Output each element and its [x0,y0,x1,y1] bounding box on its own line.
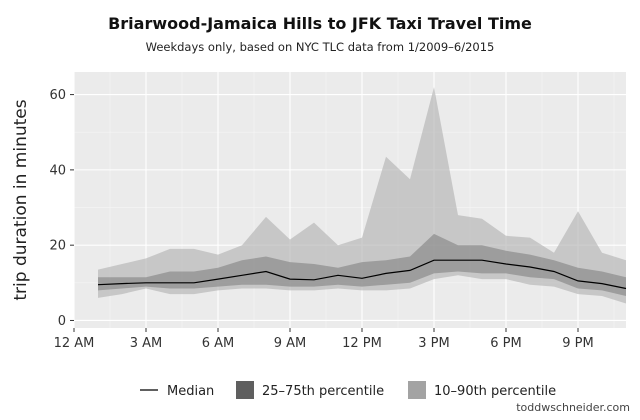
chart-title: Briarwood-Jamaica Hills to JFK Taxi Trav… [108,14,532,33]
chart-subtitle: Weekdays only, based on NYC TLC data fro… [145,40,495,54]
legend-10-90-key [408,381,426,399]
credit-text: toddwschneider.com [516,401,630,414]
y-tick-label: 40 [49,163,66,178]
x-tick-label: 12 AM [54,336,95,351]
y-axis-label: trip duration in minutes [11,99,31,300]
legend-10-90-label: 10–90th percentile [434,384,556,399]
x-tick-label: 6 AM [202,336,235,351]
x-tick-label: 6 PM [490,336,521,351]
legend-25-75-label: 25–75th percentile [262,384,384,399]
median-line [97,259,627,290]
x-tick-label: 3 AM [130,336,163,351]
y-tick-label: 60 [49,88,66,103]
legend-25-75-key [236,381,254,399]
bands [97,87,627,304]
axes: 12 AM 3 AM 6 AM 9 AM 12 PM 3 PM 6 PM 9 PM 0 20 40 6… [49,88,593,351]
x-tick-label: 9 AM [274,336,307,351]
y-tick-label: 20 [49,239,66,254]
x-tick-label: 12 PM [342,336,382,351]
band-25-75 [98,233,626,296]
legend-median-label: Median [167,384,214,399]
y-tick-label: 0 [58,314,66,329]
x-tick-label: 9 PM [562,336,593,351]
x-tick-label: 3 PM [418,336,449,351]
legend: Median 25–75th percentile 10–90th percenti… [140,381,556,399]
